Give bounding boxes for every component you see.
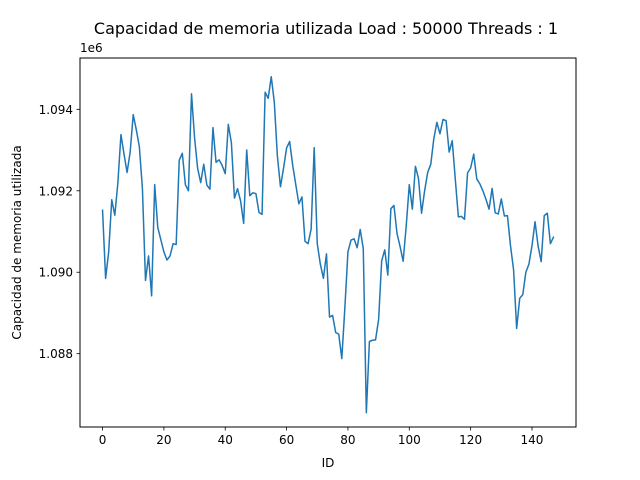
x-tick-label: 80 bbox=[340, 433, 355, 447]
x-tick-label: 140 bbox=[521, 433, 544, 447]
x-axis-label: ID bbox=[322, 456, 335, 470]
x-tick-label: 100 bbox=[398, 433, 421, 447]
y-tick-label: 1.094 bbox=[39, 103, 73, 117]
chart-title: Capacidad de memoria utilizada Load : 50… bbox=[94, 19, 558, 38]
x-axis: 0 20 40 60 80 100 120 140 bbox=[99, 427, 544, 447]
x-tick-label: 0 bbox=[99, 433, 107, 447]
y-tick-label: 1.090 bbox=[39, 266, 73, 280]
y-axis-label: Capacidad de memoria utilizada bbox=[10, 145, 24, 339]
y-tick-label: 1.088 bbox=[39, 347, 73, 361]
y-axis: 1.088 1.090 1.092 1.094 bbox=[39, 103, 80, 361]
y-offset-label: 1e6 bbox=[80, 41, 103, 55]
axes-frame bbox=[79, 57, 577, 428]
series-line-0 bbox=[101, 75, 555, 414]
x-tick-label: 40 bbox=[218, 433, 233, 447]
y-tick-label: 1.092 bbox=[39, 184, 73, 198]
x-tick-label: 120 bbox=[459, 433, 482, 447]
x-tick-label: 20 bbox=[156, 433, 171, 447]
x-tick-label: 60 bbox=[279, 433, 294, 447]
plot-area bbox=[101, 75, 555, 414]
